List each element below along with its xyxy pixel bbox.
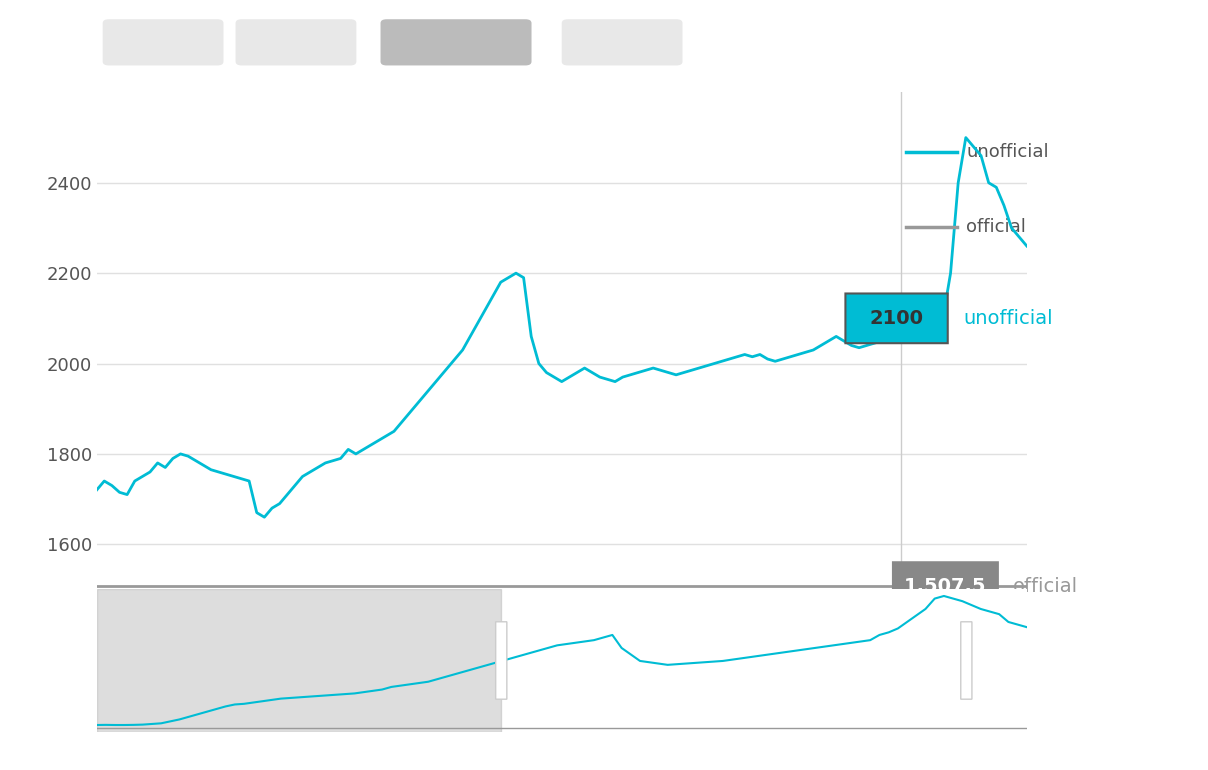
- Text: 1,507.5: 1,507.5: [904, 577, 986, 595]
- Text: 2100: 2100: [870, 309, 924, 328]
- Text: Nov 2019: Nov 2019: [208, 609, 302, 628]
- Bar: [97, 590, 501, 732]
- FancyBboxPatch shape: [892, 561, 999, 611]
- Text: all: all: [611, 33, 633, 52]
- FancyBboxPatch shape: [495, 622, 507, 699]
- Text: Dec 2019: Dec 2019: [487, 609, 580, 628]
- Text: 7 days: 7 days: [133, 33, 193, 52]
- FancyBboxPatch shape: [813, 631, 989, 671]
- Bar: [966, 590, 1027, 732]
- Text: official: official: [966, 218, 1027, 236]
- Text: Jan 1, 2020: Jan 1, 2020: [846, 642, 957, 661]
- FancyBboxPatch shape: [960, 622, 972, 699]
- Text: official: official: [1012, 577, 1078, 595]
- Text: unofficial: unofficial: [964, 309, 1053, 328]
- Text: 3 months: 3 months: [413, 33, 498, 52]
- Text: 28 days: 28 days: [261, 33, 331, 52]
- Text: unofficial: unofficial: [966, 143, 1049, 161]
- FancyBboxPatch shape: [846, 293, 948, 343]
